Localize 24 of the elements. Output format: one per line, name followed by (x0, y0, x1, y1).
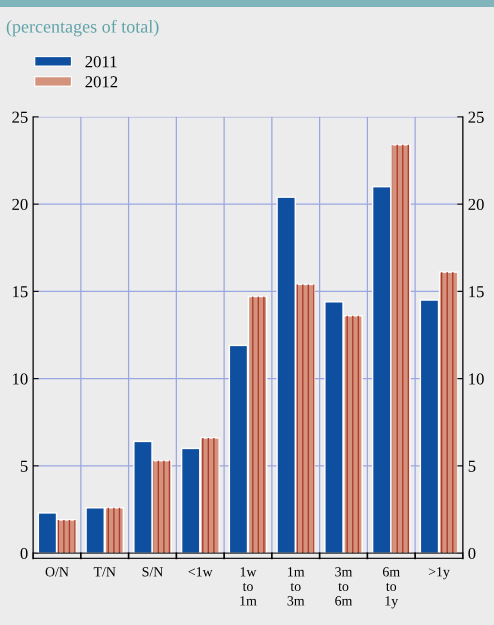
x-tick-label: 3m to 6m (335, 567, 352, 606)
y-tick-label: 25 (12, 112, 28, 123)
y-tick-label: 10 (13, 373, 28, 385)
y2-tick-label: 5 (468, 460, 476, 472)
x-tick-label: >1y (428, 567, 450, 580)
x-tick-label: 1w to 1m (240, 567, 257, 606)
y-tick-label: 5 (20, 460, 28, 472)
x-tick-label: O/N (46, 567, 69, 576)
legend-label: 2012 (85, 76, 118, 88)
y2-tick-label: 0 (468, 548, 476, 560)
x-tick-label: T/N (94, 567, 116, 576)
y2-tick-label: 10 (469, 373, 484, 385)
x-tick-label: S/N (142, 567, 163, 576)
y2-tick-label: 20 (468, 198, 484, 210)
x-tick-label: <1w (188, 567, 213, 576)
y-tick-label: 0 (20, 548, 28, 560)
y2-tick-label: 25 (468, 112, 484, 123)
y-tick-label: 20 (12, 198, 28, 210)
x-tick-label: 1m to 3m (288, 567, 304, 606)
legend-label: 2011 (85, 56, 116, 68)
chart-subtitle: (percentages of total) (6, 20, 159, 36)
y-tick-label: 15 (13, 286, 28, 298)
y2-tick-label: 15 (469, 286, 484, 298)
x-tick-label: 6m to 1y (382, 567, 400, 608)
